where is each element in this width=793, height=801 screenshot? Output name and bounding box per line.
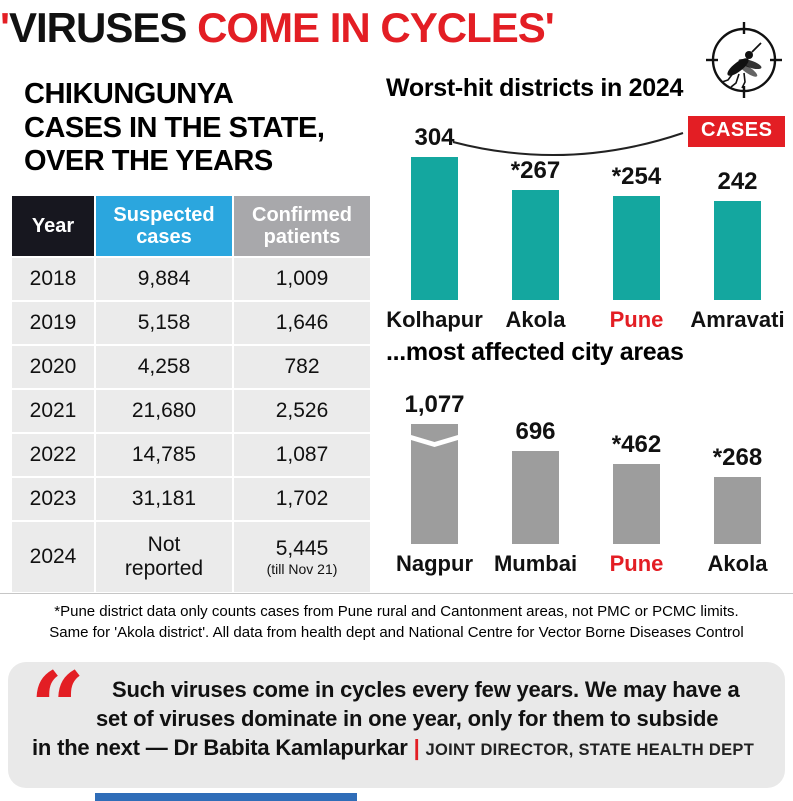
cell-suspected: 31,181 (96, 478, 232, 520)
bar-akola (512, 190, 559, 300)
quote-line1: Such viruses come in cycles every few ye… (112, 677, 740, 702)
category-label-akola-city: Akola (707, 551, 768, 576)
category-label-mumbai: Mumbai (493, 551, 578, 576)
bar-value: *254 (611, 163, 662, 190)
quote-box: “ Such viruses come in cycles every few … (8, 662, 785, 788)
bar-value: *268 (712, 444, 763, 471)
cities-chart-title: ...most affected city areas (386, 338, 684, 366)
cell-confirmed: 1,087 (234, 434, 370, 476)
bar-column-nagpur: 1,077 (384, 391, 485, 544)
footnote: *Pune district data only counts cases fr… (0, 593, 793, 643)
cell-year: 2023 (12, 478, 94, 520)
table-heading-line1: CHIKUNGUNYA (24, 78, 234, 110)
cell-confirmed: 2,526 (234, 390, 370, 432)
bar-column-kolhapur: 304 (384, 124, 485, 300)
cell-confirmed: 1,646 (234, 302, 370, 344)
cities-chart: 1,077 696 *462 *268 Nagpur (384, 382, 788, 577)
districts-chart: 304 *267 *254 242 Kolhapur Akola Pune Am… (384, 104, 788, 333)
bar-pune-city (613, 464, 660, 544)
col-header-year: Year (12, 196, 94, 256)
cell-suspected: 21,680 (96, 390, 232, 432)
cell-suspected: 5,158 (96, 302, 232, 344)
cases-pointer-line (452, 132, 684, 157)
bar-column-pune-city: *462 (586, 431, 687, 544)
bar-value: 1,077 (404, 391, 465, 418)
table-heading-line3: OVER THE YEARS (24, 145, 273, 178)
cell-confirmed: 1,702 (234, 478, 370, 520)
bar-value: 242 (717, 168, 758, 195)
bar-value: *462 (611, 431, 662, 458)
cell-suspected: Not reported (96, 522, 232, 592)
bar-column-akola-city: *268 (687, 444, 788, 544)
cell-confirmed-note: (till Nov 21) (266, 560, 338, 577)
bar-value: 304 (414, 124, 455, 151)
category-label-pune-city: Pune (609, 551, 664, 576)
cities-category-labels: Nagpur Mumbai Pune Akola (384, 551, 788, 577)
mosquito-icon (721, 42, 762, 89)
quote-separator: | (413, 735, 420, 760)
bar-pune (613, 196, 660, 300)
col-header-confirmed: Confirmed patients (234, 196, 370, 256)
bar-break-indicator (411, 435, 458, 447)
cases-badge: CASES (688, 116, 786, 147)
cell-confirmed-value: 5,445 (275, 536, 329, 560)
cell-confirmed: 782 (234, 346, 370, 388)
bar-column-mumbai: 696 (485, 418, 586, 544)
quote-author-role: JOINT DIRECTOR, STATE HEALTH DEPT (425, 741, 755, 759)
bar-akola-city (714, 477, 761, 544)
footnote-line2: Same for 'Akola district'. All data from… (49, 624, 744, 641)
quote-line3: in the next — Dr Babita Kamlapurkar | JO… (32, 735, 777, 761)
quote-line2: set of viruses dominate in one year, onl… (96, 706, 719, 731)
cell-suspected: 14,785 (96, 434, 232, 476)
quote-mark-icon: “ (30, 662, 86, 764)
category-label-amravati: Amravati (690, 307, 785, 332)
bar-nagpur (411, 424, 458, 544)
cell-suspected: 4,258 (96, 346, 232, 388)
mosquito-target-icon (706, 22, 782, 98)
bottom-blue-strip (95, 793, 357, 801)
quote-author: Dr Babita Kamlapurkar (173, 735, 408, 760)
bar-value: *267 (510, 157, 561, 184)
cell-year: 2020 (12, 346, 94, 388)
bar-column-pune: *254 (586, 163, 687, 300)
cell-confirmed: 5,445 (till Nov 21) (234, 522, 370, 592)
page-title: 'VIRUSES COME IN CYCLES' (0, 4, 555, 52)
table-heading: CHIKUNGUNYA CASES IN THE STATE, OVER THE… (24, 78, 325, 179)
bar-amravati (714, 201, 761, 300)
cell-year: 2022 (12, 434, 94, 476)
cell-suspected: 9,884 (96, 258, 232, 300)
category-label-pune: Pune (609, 307, 664, 332)
districts-category-labels: Kolhapur Akola Pune Amravati (384, 307, 788, 333)
bar-value: 696 (515, 418, 556, 445)
cell-year: 2018 (12, 258, 94, 300)
districts-chart-title: Worst-hit districts in 2024 (386, 74, 684, 102)
bar-column-akola: *267 (485, 157, 586, 300)
cell-confirmed: 1,009 (234, 258, 370, 300)
cell-year: 2019 (12, 302, 94, 344)
quote-line3-text: in the next — (32, 735, 174, 760)
category-label-akola: Akola (505, 307, 566, 332)
districts-bars: 304 *267 *254 242 (384, 104, 788, 300)
title-open-quote: ' (0, 4, 10, 51)
chikungunya-cases-table: Year Suspected cases Confirmed patients … (12, 196, 370, 592)
category-label-kolhapur: Kolhapur (386, 307, 483, 332)
cities-bars: 1,077 696 *462 *268 (384, 382, 788, 544)
category-label-nagpur: Nagpur (396, 551, 473, 576)
bar-mumbai (512, 451, 559, 544)
cell-year: 2021 (12, 390, 94, 432)
footnote-line1: *Pune district data only counts cases fr… (54, 603, 739, 620)
bar-column-amravati: 242 (687, 168, 788, 300)
cell-year: 2024 (12, 522, 94, 592)
col-header-suspected: Suspected cases (96, 196, 232, 256)
bar-kolhapur (411, 157, 458, 300)
title-red-part: COME IN CYCLES' (197, 4, 555, 51)
title-black-part: VIRUSES (9, 4, 187, 51)
table-heading-line2: CASES IN THE STATE, (24, 111, 325, 144)
